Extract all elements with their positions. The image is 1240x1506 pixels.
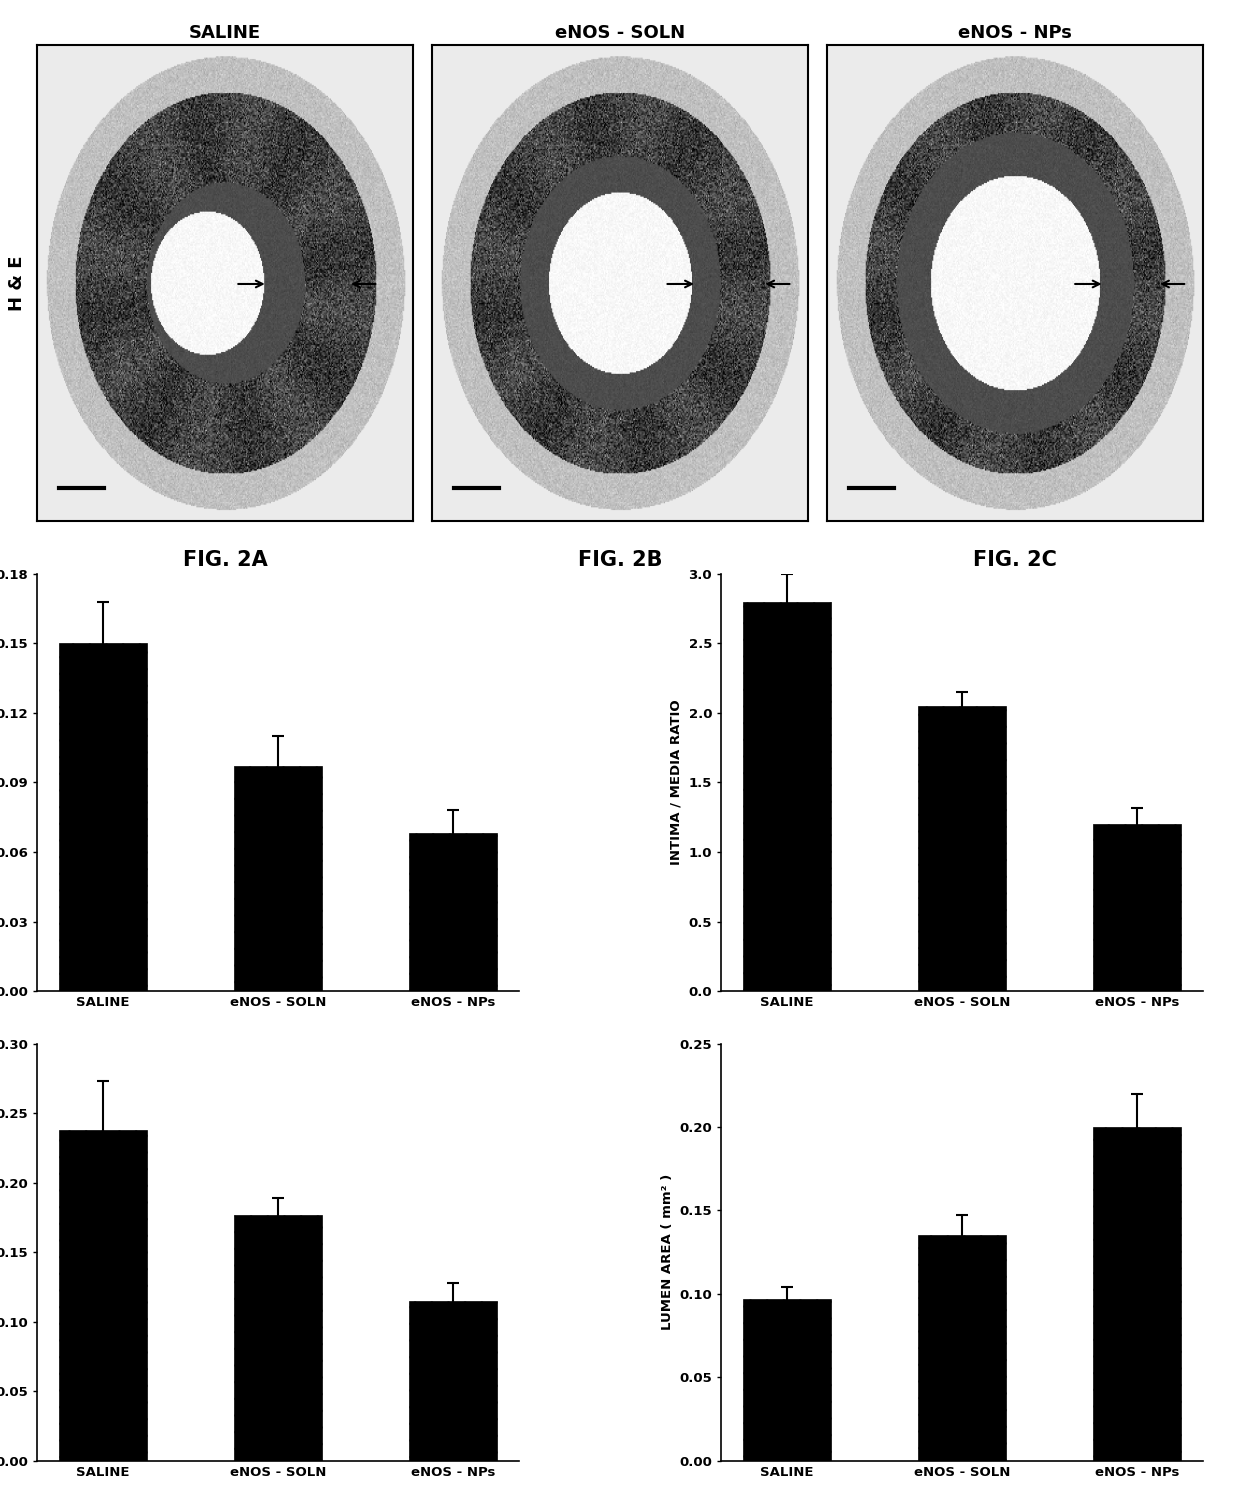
Bar — [409, 833, 497, 991]
Bar — [918, 706, 1006, 991]
Bar — [234, 1215, 322, 1461]
Title: SALINE: SALINE — [190, 24, 262, 42]
Bar — [409, 1301, 497, 1461]
Text: FIG. 2E: FIG. 2E — [920, 1083, 1003, 1102]
Y-axis label: LUMEN AREA ( mm² ): LUMEN AREA ( mm² ) — [661, 1175, 673, 1330]
Bar — [1094, 1126, 1180, 1461]
Bar — [60, 1130, 146, 1461]
Bar — [918, 1235, 1006, 1461]
Text: FIG. 2D: FIG. 2D — [236, 1083, 321, 1102]
Text: FIG. 2A: FIG. 2A — [182, 550, 268, 569]
Title: eNOS - NPs: eNOS - NPs — [957, 24, 1071, 42]
Bar — [60, 643, 146, 991]
Bar — [743, 1298, 831, 1461]
Title: eNOS - SOLN: eNOS - SOLN — [556, 24, 684, 42]
Text: FIG. 2B: FIG. 2B — [578, 550, 662, 569]
Bar — [1094, 824, 1180, 991]
Text: FIG. 2C: FIG. 2C — [973, 550, 1056, 569]
Y-axis label: INTIMA / MEDIA RATIO: INTIMA / MEDIA RATIO — [670, 700, 683, 866]
Bar — [234, 767, 322, 991]
Bar — [743, 602, 831, 991]
Y-axis label: H & E: H & E — [9, 256, 26, 312]
